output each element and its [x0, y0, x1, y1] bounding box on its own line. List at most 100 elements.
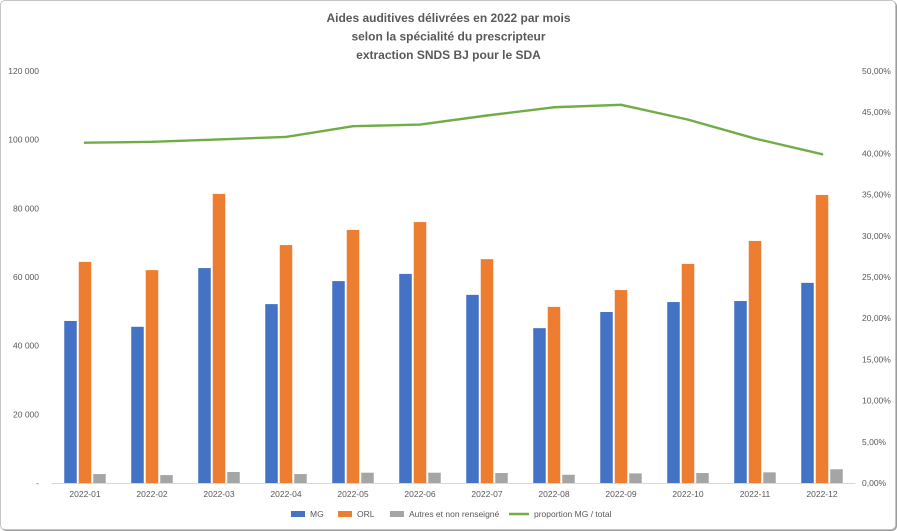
legend-swatch: [390, 511, 404, 517]
bar-autres-et-non-renseigne-2022-06: [428, 472, 441, 483]
bar-autres-et-non-renseigne-2022-01: [93, 474, 106, 483]
bar-orl-2022-10: [681, 263, 695, 483]
bar-autres-et-non-renseigne-2022-11: [763, 472, 776, 483]
point-proportion-mg-total-2022-03: [217, 138, 221, 141]
legend-label: ORL: [357, 509, 375, 519]
point-proportion-mg-total-2022-06: [418, 123, 422, 126]
legend-item-autres-et-non-renseigne: Autres et non renseigné: [390, 509, 500, 519]
bar-orl-2022-08: [547, 306, 561, 483]
y-left-tick-label: 40 000: [13, 341, 39, 351]
bar-mg-2022-06: [399, 273, 412, 483]
x-tick-label: 2022-08: [538, 489, 569, 499]
bar-mg-2022-01: [64, 320, 77, 483]
bar-mg-2022-05: [332, 281, 345, 483]
x-tick-label: 2022-01: [69, 489, 100, 499]
y-left-tick-label: -: [36, 478, 39, 488]
y-right-tick-label: 35,00%: [862, 190, 891, 200]
bar-autres-et-non-renseigne-2022-10: [696, 473, 709, 483]
x-tick-label: 2022-06: [404, 489, 435, 499]
chart-title-line-3: extraction SNDS BJ pour le SDA: [356, 48, 541, 62]
bar-autres-et-non-renseigne-2022-05: [361, 472, 374, 483]
point-proportion-mg-total-2022-10: [686, 118, 690, 121]
bar-series: [64, 193, 843, 483]
x-tick-label: 2022-03: [203, 489, 234, 499]
point-proportion-mg-total-2022-11: [753, 137, 757, 140]
bar-autres-et-non-renseigne-2022-09: [629, 473, 642, 483]
y-right-tick-label: 25,00%: [862, 272, 891, 282]
bar-orl-2022-09: [614, 290, 628, 483]
bar-orl-2022-04: [279, 245, 293, 483]
legend-swatch: [291, 511, 305, 517]
x-tick-label: 2022-04: [270, 489, 301, 499]
bar-mg-2022-09: [600, 312, 613, 483]
bar-autres-et-non-renseigne-2022-02: [160, 475, 173, 483]
bar-autres-et-non-renseigne-2022-03: [227, 472, 240, 483]
legend-label: Autres et non renseigné: [409, 509, 500, 519]
bar-autres-et-non-renseigne-2022-12: [830, 469, 843, 483]
point-proportion-mg-total-2022-04: [284, 135, 288, 139]
point-proportion-mg-total-2022-09: [619, 103, 623, 106]
bar-orl-2022-02: [145, 270, 159, 483]
line-proportion-mg-total: [83, 103, 824, 156]
x-tick-label: 2022-12: [806, 489, 837, 499]
y-left-tick-label: 60 000: [13, 272, 39, 282]
point-proportion-mg-total-2022-02: [150, 140, 154, 144]
bar-orl-2022-11: [748, 240, 762, 483]
bar-orl-2022-05: [346, 229, 360, 483]
y-left-tick-label: 80 000: [13, 203, 39, 213]
legend: MG ORL Autres et non renseigné proportion M…: [291, 509, 612, 519]
bar-mg-2022-11: [734, 301, 747, 483]
bar-mg-2022-10: [667, 302, 680, 483]
legend-label: MG: [310, 509, 324, 519]
point-proportion-mg-total-2022-01: [83, 141, 87, 144]
bar-orl-2022-12: [815, 194, 829, 483]
bar-orl-2022-06: [413, 222, 427, 483]
y-left-tick-label: 100 000: [8, 135, 39, 145]
y-right-tick-label: 10,00%: [862, 396, 891, 406]
bar-mg-2022-02: [131, 326, 144, 483]
bar-autres-et-non-renseigne-2022-07: [495, 473, 508, 483]
point-proportion-mg-total-2022-08: [552, 106, 556, 109]
x-tick-label: 2022-05: [337, 489, 368, 499]
x-tick-label: 2022-10: [672, 489, 703, 499]
y-left-tick-label: 20 000: [13, 409, 39, 419]
y-right-tick-label: 45,00%: [862, 107, 891, 117]
y-right-tick-label: 40,00%: [862, 148, 891, 158]
chart-title-line-1: Aides auditives délivrées en 2022 par mo…: [326, 11, 570, 25]
legend-item-mg: MG: [291, 509, 324, 519]
chart-title-line-2: selon la spécialité du prescripteur: [351, 30, 545, 44]
point-proportion-mg-total-2022-07: [485, 114, 489, 117]
legend-item-orl: ORL: [338, 509, 375, 519]
y-left-tick-label: 120 000: [8, 66, 39, 76]
bar-mg-2022-07: [466, 294, 479, 483]
point-proportion-mg-total-2022-12: [820, 153, 824, 156]
chart-title: Aides auditives délivrées en 2022 par mo…: [326, 11, 570, 62]
x-tick-label: 2022-02: [136, 489, 167, 499]
bar-mg-2022-03: [198, 268, 211, 483]
y-right-tick-label: 20,00%: [862, 313, 891, 323]
y-right-tick-label: 50,00%: [862, 66, 891, 76]
bar-mg-2022-12: [801, 282, 814, 483]
bar-mg-2022-04: [265, 304, 278, 483]
y-right-tick-label: 15,00%: [862, 354, 891, 364]
bar-orl-2022-01: [78, 261, 92, 483]
line-series: [83, 103, 824, 156]
legend-item-proportion-mg-total: proportion MG / total: [509, 509, 612, 519]
point-proportion-mg-total-2022-05: [351, 125, 355, 128]
bar-orl-2022-07: [480, 259, 494, 483]
axes: - 20 000 40 000 60 000 80 000 100 000 120 000 0…: [8, 66, 891, 499]
y-right-tick-label: 0,00%: [862, 478, 887, 488]
bar-autres-et-non-renseigne-2022-04: [294, 474, 307, 483]
y-right-tick-label: 30,00%: [862, 231, 891, 241]
x-tick-label: 2022-09: [605, 489, 636, 499]
x-tick-label: 2022-07: [471, 489, 502, 499]
y-right-tick-label: 5,00%: [862, 437, 887, 447]
x-tick-label: 2022-11: [740, 489, 771, 499]
bar-mg-2022-08: [533, 328, 546, 483]
legend-label: proportion MG / total: [534, 509, 612, 519]
bar-autres-et-non-renseigne-2022-08: [562, 474, 575, 483]
legend-swatch: [338, 511, 352, 517]
bar-orl-2022-03: [212, 193, 226, 483]
